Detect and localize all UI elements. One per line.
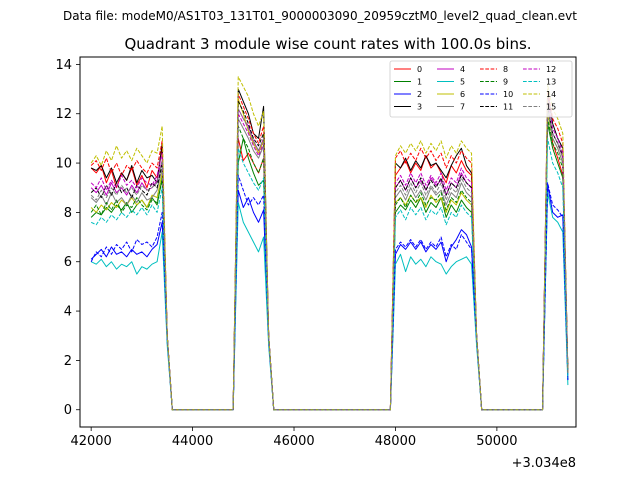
legend-label-3: 3 xyxy=(417,103,422,112)
legend-label-8: 8 xyxy=(503,65,508,74)
x-tick-label: 46000 xyxy=(273,434,314,449)
chart-title: Quadrant 3 module wise count rates with … xyxy=(124,35,531,53)
series-line-15 xyxy=(90,103,569,411)
legend-label-6: 6 xyxy=(460,90,465,99)
y-tick-label: 12 xyxy=(55,107,72,122)
legend-label-15: 15 xyxy=(546,103,556,112)
legend-label-0: 0 xyxy=(417,65,422,74)
x-tick-label: 48000 xyxy=(375,434,416,449)
x-tick-label: 44000 xyxy=(172,434,213,449)
y-tick-label: 10 xyxy=(55,157,72,172)
series-layer xyxy=(90,76,569,411)
legend-label-10: 10 xyxy=(503,90,513,99)
legend-label-4: 4 xyxy=(460,65,465,74)
y-tick-label: 14 xyxy=(55,58,72,73)
legend-label-11: 11 xyxy=(503,103,513,112)
x-tick-label: 42000 xyxy=(70,434,111,449)
legend-label-12: 12 xyxy=(546,65,556,74)
legend-label-5: 5 xyxy=(460,78,465,87)
y-tick-label: 2 xyxy=(64,354,72,369)
y-tick-label: 4 xyxy=(64,305,72,320)
y-tick-label: 8 xyxy=(64,206,72,221)
legend-label-9: 9 xyxy=(503,78,508,87)
x-tick-label: 50000 xyxy=(476,434,517,449)
x-offset-label: +3.034e8 xyxy=(512,456,576,471)
y-axis: 0 2 4 6 8 10 12 14 xyxy=(55,58,80,418)
legend-label-1: 1 xyxy=(417,78,422,87)
y-tick-label: 6 xyxy=(64,255,72,270)
x-axis: 42000 44000 46000 48000 50000 xyxy=(70,427,518,449)
y-tick-label: 0 xyxy=(64,403,72,418)
axes-frame xyxy=(79,56,577,428)
legend-label-13: 13 xyxy=(546,78,556,87)
chart-suptitle: Data file: modeM0/AS1T03_131T01_90000030… xyxy=(63,9,577,23)
legend-label-14: 14 xyxy=(546,90,556,99)
legend-frame xyxy=(389,60,573,118)
legend-label-7: 7 xyxy=(460,103,465,112)
legend-label-2: 2 xyxy=(417,90,422,99)
